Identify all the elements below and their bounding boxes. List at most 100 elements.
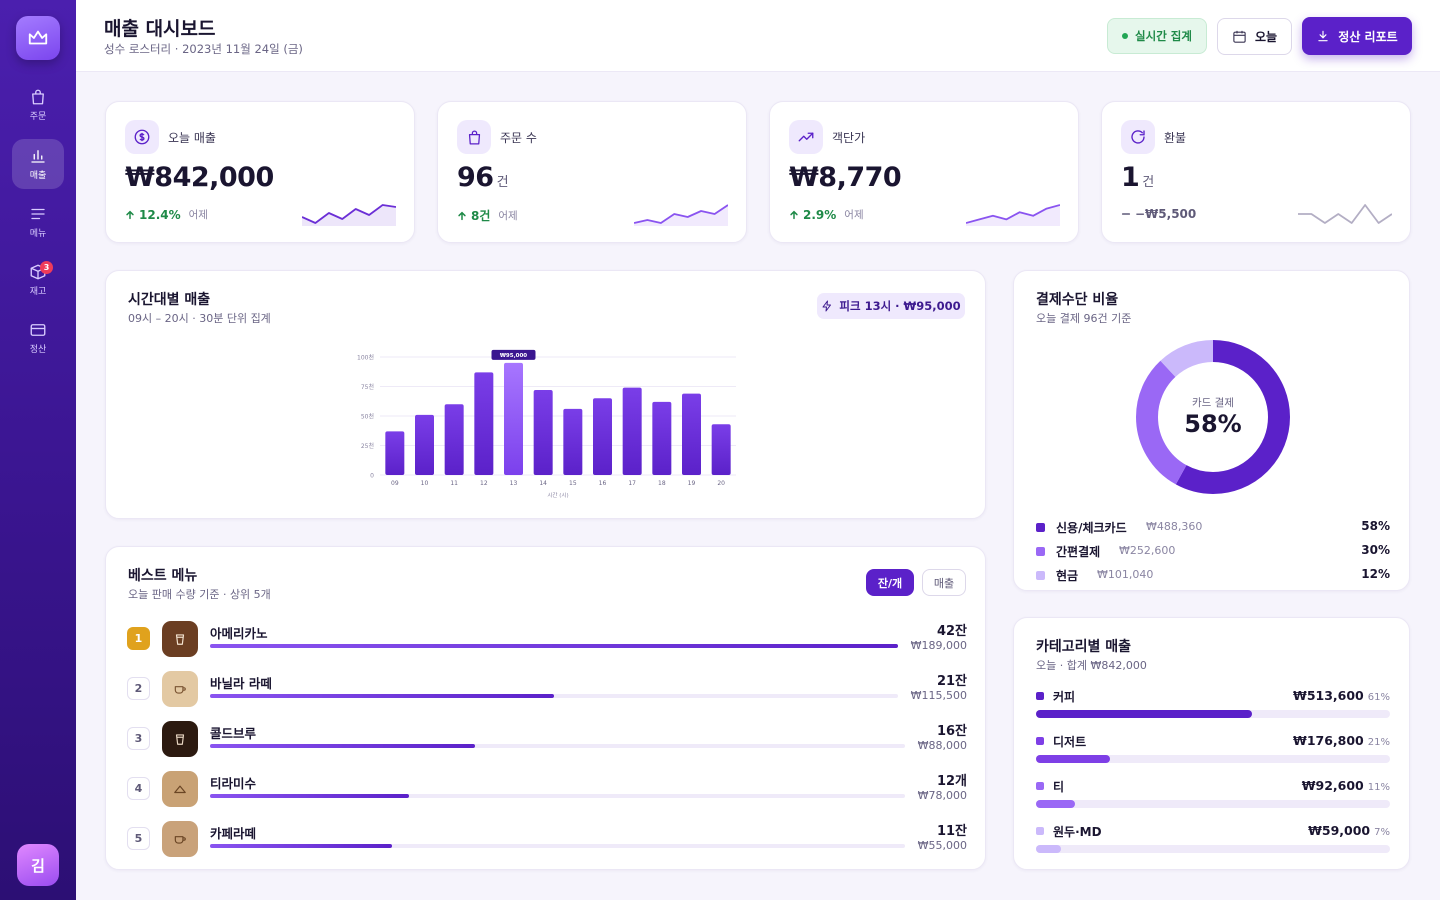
- toggle-sales[interactable]: 매출: [922, 569, 966, 596]
- bar-16[interactable]: [593, 398, 612, 475]
- bar-18[interactable]: [652, 401, 672, 475]
- rank-badge: 4: [127, 777, 150, 800]
- kpi-delta: 8건 어제: [457, 207, 518, 224]
- menu-quantity: 12개: [936, 774, 967, 789]
- cold-brew-icon: [175, 734, 185, 745]
- donut-center: 카드 결제 58%: [1136, 340, 1290, 494]
- category-percent: 11%: [1367, 782, 1390, 793]
- category-progress-track: [1036, 710, 1390, 718]
- bar-14[interactable]: [533, 390, 553, 475]
- menu-amount: ₩115,500: [910, 689, 967, 702]
- x-tick-label: 10: [421, 480, 429, 487]
- x-tick-label: 13: [510, 480, 518, 487]
- menu-thumbnail: [162, 771, 198, 807]
- menu-progress-track: [210, 694, 898, 698]
- bar-19[interactable]: [682, 393, 701, 475]
- arrow-up-icon: [790, 210, 798, 219]
- card-title: 시간대별 매출: [128, 292, 211, 308]
- sidebar-item-orders[interactable]: 주문: [12, 80, 64, 130]
- bar-09[interactable]: [385, 431, 405, 475]
- menu-progress-track: [210, 794, 905, 798]
- bar-11[interactable]: [444, 404, 464, 475]
- rank-badge: 1: [127, 627, 150, 650]
- kpi-label: 오늘 매출: [168, 131, 216, 145]
- bar-17[interactable]: [622, 387, 642, 475]
- bar-13[interactable]: [504, 362, 523, 475]
- best-menu-card: 베스트 메뉴 오늘 판매 수량 기준 · 상위 5개 잔/개 매출 1 아메리카…: [105, 546, 986, 870]
- bar-20[interactable]: [711, 424, 731, 475]
- peak-badge: 피크 13시 · ₩95,000: [817, 293, 965, 319]
- legend-swatch: [1036, 523, 1045, 532]
- category-amount: ₩92,600: [1301, 778, 1364, 793]
- category-row: 티 ₩92,600 11%: [1036, 778, 1390, 808]
- category-row: 원두·MD ₩59,000 7%: [1036, 823, 1390, 853]
- kpi-label: 주문 수: [500, 131, 537, 145]
- arrow-up-icon: [458, 211, 466, 220]
- sparkline: [966, 204, 1060, 226]
- payment-legend-item: 신용/체크카드 ₩488,360 58%: [1036, 519, 1390, 537]
- card-icon: [30, 324, 46, 336]
- card-subtitle: 오늘 · 합계 ₩842,000: [1036, 659, 1147, 672]
- card-title: 결제수단 비율: [1036, 292, 1119, 308]
- download-icon: [1318, 30, 1328, 42]
- kpi-delta: 2.9% 어제: [789, 207, 864, 222]
- menu-name: 바닐라 라떼: [210, 676, 272, 691]
- kpi-card-avg-ticket: 객단가 ₩8,770 2.9% 어제: [769, 101, 1079, 243]
- donut-center-value: 58%: [1184, 410, 1242, 438]
- kpi-label: 환불: [1164, 131, 1187, 145]
- kpi-delta-value: 8건: [471, 209, 491, 223]
- donut-center-label: 카드 결제: [1192, 397, 1234, 409]
- coffee-cup-icon: [175, 634, 185, 645]
- card-subtitle: 오늘 결제 96건 기준: [1036, 312, 1132, 325]
- best-menu-row[interactable]: 4 티라미수 12개 ₩78,000: [127, 769, 967, 809]
- best-menu-row[interactable]: 1 아메리카노 42잔 ₩189,000: [127, 619, 967, 659]
- x-axis-label: 시간 (시): [547, 491, 568, 499]
- crown-icon: [28, 30, 48, 45]
- shopping-bag-icon: [32, 89, 44, 105]
- hourly-bar-chart: 0 25천 50천 75천 100천 09 10 11 12 13 ₩95,000 14 15 16 17 1…: [357, 349, 736, 499]
- sidebar-item-settlement[interactable]: 정산: [12, 313, 64, 363]
- kpi-value-number: ₩8,770: [789, 162, 902, 193]
- menu-amount: ₩78,000: [917, 789, 967, 802]
- category-name: 커피: [1053, 690, 1076, 704]
- app-logo[interactable]: [16, 16, 60, 60]
- donut-slice-2[interactable]: [1136, 340, 1290, 494]
- menu-progress-fill: [210, 694, 554, 698]
- sidebar-item-inventory[interactable]: 3 재고: [12, 255, 64, 305]
- legend-name: 신용/체크카드: [1056, 521, 1127, 535]
- sidebar-item-menu[interactable]: 메뉴: [12, 197, 64, 247]
- category-value: ₩513,600 61%: [1293, 688, 1390, 703]
- bar-12[interactable]: [474, 372, 494, 475]
- category-progress-track: [1036, 845, 1390, 853]
- sidebar-item-sales[interactable]: 매출: [12, 139, 64, 189]
- best-menu-row[interactable]: 2 바닐라 라떼 21잔 ₩115,500: [127, 669, 967, 709]
- category-amount: ₩513,600: [1293, 688, 1364, 703]
- sidebar: 주문 매출 메뉴 3 재고 정산 김: [0, 0, 76, 900]
- date-button[interactable]: 오늘: [1217, 18, 1292, 55]
- payment-donut-chart: [1136, 340, 1290, 494]
- donut-slice-3[interactable]: [1136, 340, 1290, 494]
- category-value: ₩59,000 7%: [1308, 823, 1390, 838]
- best-menu-row[interactable]: 5 카페라떼 11잔 ₩55,000: [127, 819, 967, 859]
- menu-name: 카페라떼: [210, 826, 257, 841]
- toggle-quantity[interactable]: 잔/개: [866, 569, 914, 596]
- category-amount: ₩176,800: [1293, 733, 1364, 748]
- menu-thumbnail: [162, 621, 198, 657]
- kpi-compare: 어제: [188, 209, 208, 221]
- settlement-report-button[interactable]: 정산 리포트: [1302, 17, 1412, 55]
- hourly-sales-card: 시간대별 매출 09시 – 20시 · 30분 단위 집계 피크 13시 · ₩…: [105, 270, 986, 519]
- category-row: 커피 ₩513,600 61%: [1036, 688, 1390, 718]
- menu-progress-fill: [210, 744, 475, 748]
- best-menu-row[interactable]: 3 콜드브루 16잔 ₩88,000: [127, 719, 967, 759]
- sparkline: [1298, 204, 1392, 224]
- bar-15[interactable]: [563, 408, 583, 475]
- x-tick-label: 15: [569, 480, 577, 487]
- avatar[interactable]: 김: [17, 844, 59, 886]
- category-sales-card: 카테고리별 매출 오늘 · 합계 ₩842,000 커피 ₩513,600 61%…: [1013, 617, 1410, 870]
- kpi-unit: 건: [496, 175, 509, 190]
- category-percent: 21%: [1367, 737, 1390, 748]
- kpi-value-number: ₩842,000: [125, 162, 274, 193]
- bar-10[interactable]: [415, 414, 434, 475]
- sparkline: [302, 204, 396, 226]
